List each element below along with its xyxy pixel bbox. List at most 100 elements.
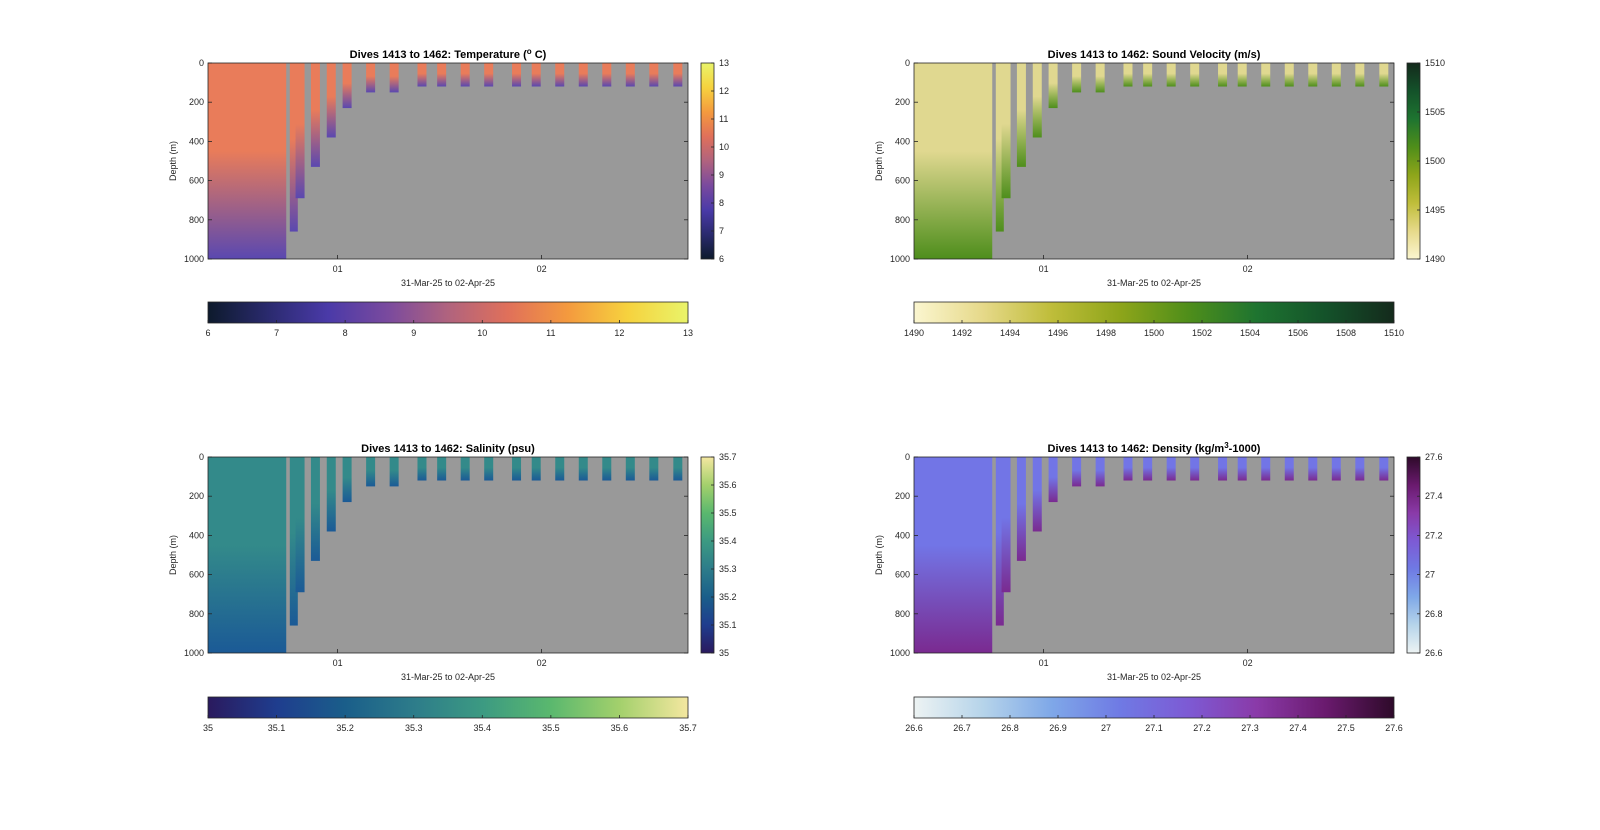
profile-column (310, 457, 320, 561)
profile-column (1032, 63, 1042, 138)
profile-column (342, 457, 352, 503)
plot-frame (207, 456, 689, 654)
title-superscript: o (527, 47, 532, 56)
side-colorbar-label: 1495 (1425, 205, 1445, 215)
bottom-colorbar-label: 13 (683, 328, 693, 338)
side-colorbar-label: 35.5 (719, 508, 737, 518)
plot-frame (913, 62, 1395, 260)
profile-column (1001, 457, 1011, 593)
x-tick-label: 02 (1243, 264, 1253, 274)
side-colorbar: 6 7 8 9 10 11 12 13 (700, 58, 729, 264)
bottom-colorbar-label: 35.4 (474, 723, 492, 733)
profile-column (1237, 457, 1247, 481)
side-colorbar-label: 1500 (1425, 156, 1445, 166)
x-axis-label: 31-Mar-25 to 02-Apr-25 (401, 278, 495, 288)
profile-column (342, 63, 352, 109)
profile-block (914, 63, 993, 259)
plot-frame (913, 456, 1395, 654)
profile-column (1379, 63, 1389, 87)
profile-column (649, 457, 659, 481)
side-colorbar-label: 26.6 (1425, 648, 1443, 658)
side-colorbar-label: 26.8 (1425, 609, 1443, 619)
profile-column (1016, 457, 1026, 561)
y-axis-label: Depth (m) (874, 141, 884, 181)
bottom-colorbar-label: 1490 (904, 328, 924, 338)
profile-column (484, 63, 494, 87)
bottom-colorbar-label: 27.6 (1385, 723, 1403, 733)
bottom-colorbar-label: 26.7 (953, 723, 971, 733)
profile-column (289, 457, 298, 626)
profile-column (1284, 63, 1294, 87)
side-colorbar-label: 1505 (1425, 107, 1445, 117)
profile-column (1284, 457, 1294, 481)
profile-column (1355, 457, 1365, 481)
y-tick-label: 200 (189, 97, 204, 107)
side-colorbar-label: 35.6 (719, 480, 737, 490)
profile-column (1166, 63, 1176, 87)
plot-background (914, 63, 1394, 259)
profile-column (1048, 63, 1058, 109)
profile-column (1072, 63, 1082, 93)
profile-column (673, 63, 683, 87)
bottom-colorbar-label: 1492 (952, 328, 972, 338)
side-colorbar-label: 6 (719, 254, 724, 264)
profile-column (295, 63, 305, 199)
profile-column (995, 63, 1004, 232)
profile-column (326, 457, 336, 532)
side-colorbar-label: 1510 (1425, 58, 1445, 68)
y-tick-label: 0 (905, 58, 910, 68)
side-colorbar-label: 35.3 (719, 564, 737, 574)
profile-block (208, 63, 287, 259)
bottom-colorbar-label: 10 (477, 328, 487, 338)
x-tick-label: 02 (1243, 658, 1253, 668)
y-tick-label: 600 (895, 570, 910, 580)
y-tick-label: 1000 (890, 254, 910, 264)
x-tick-label: 01 (1039, 658, 1049, 668)
y-tick-label: 800 (189, 215, 204, 225)
bottom-colorbar-label: 35.2 (336, 723, 354, 733)
side-colorbar-label: 35.4 (719, 536, 737, 546)
bottom-colorbar-label: 26.9 (1049, 723, 1067, 733)
x-axis-label: 31-Mar-25 to 02-Apr-25 (401, 672, 495, 682)
bottom-colorbar-label: 27.1 (1145, 723, 1163, 733)
plot-background (914, 457, 1394, 653)
profile-column (289, 63, 298, 232)
bottom-colorbar-label: 7 (274, 328, 279, 338)
bottom-colorbar-label: 6 (205, 328, 210, 338)
profile-column (555, 457, 565, 481)
side-colorbar-label: 12 (719, 86, 729, 96)
chart-title: Dives 1413 to 1462: Salinity (psu) (361, 443, 535, 455)
x-axis-label: 31-Mar-25 to 02-Apr-25 (1107, 672, 1201, 682)
bottom-colorbar-label: 1506 (1288, 328, 1308, 338)
profile-column (366, 63, 376, 93)
bottom-colorbar: 35 35.1 35.2 35.3 35.4 35.5 35.6 35.7 (203, 696, 697, 733)
title-text-end: -1000) (1229, 443, 1261, 455)
title-text: Dives 1413 to 1462: Salinity (psu) (361, 443, 535, 455)
profile-column (460, 457, 470, 481)
bottom-colorbar-label: 27 (1101, 723, 1111, 733)
plot-background (208, 63, 688, 259)
profile-column (1166, 457, 1176, 481)
chart-title: Dives 1413 to 1462: Sound Velocity (m/s) (1048, 49, 1261, 61)
y-tick-label: 200 (895, 491, 910, 501)
profile-column (1218, 63, 1228, 87)
panel-2: Dives 1413 to 1462: Salinity (psu) 0 200 40… (168, 443, 737, 733)
title-superscript: 3 (1224, 441, 1229, 450)
bottom-colorbar-label: 1502 (1192, 328, 1212, 338)
side-colorbar-gradient (1406, 456, 1421, 654)
profile-column (555, 63, 565, 87)
bottom-colorbar-label: 35.1 (268, 723, 286, 733)
panel-1: Dives 1413 to 1462: Sound Velocity (m/s)… (874, 49, 1445, 338)
profile-column (389, 63, 399, 93)
bottom-colorbar-label: 35.7 (679, 723, 697, 733)
side-colorbar-label: 35.1 (719, 620, 737, 630)
profile-column (1123, 457, 1133, 481)
side-colorbar-label: 27.4 (1425, 491, 1443, 501)
bottom-colorbar-label: 26.6 (905, 723, 923, 733)
y-tick-label: 200 (189, 491, 204, 501)
profile-column (417, 457, 427, 481)
bottom-colorbar-label: 35.6 (611, 723, 629, 733)
bottom-colorbar-label: 1494 (1000, 328, 1020, 338)
y-axis-label: Depth (m) (168, 535, 178, 575)
